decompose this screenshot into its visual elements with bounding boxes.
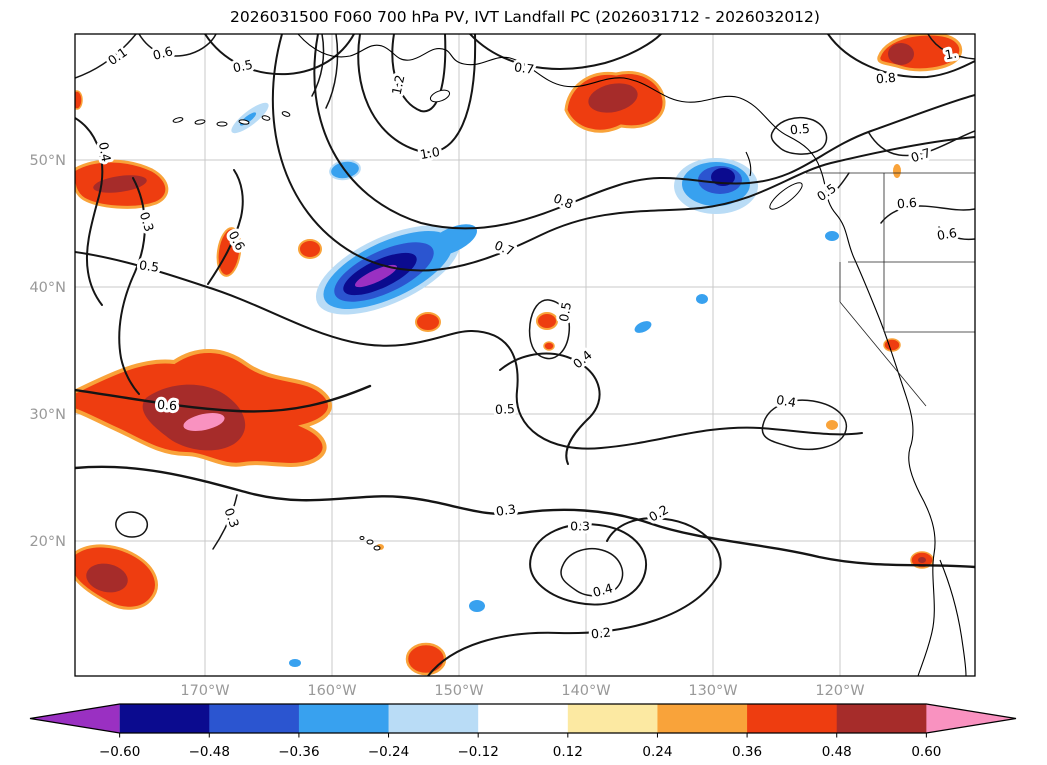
gridlines: [75, 34, 975, 676]
contour-label: 0.4: [570, 347, 595, 371]
positive-anomaly-small: [893, 164, 901, 178]
contour-label: 0.5: [789, 121, 810, 138]
positive-anomaly-small: [298, 239, 322, 259]
contour-lines: [75, 34, 975, 676]
contour-label: 0.3: [495, 501, 517, 519]
plot-frame: [74, 33, 976, 677]
contour-label: 0.5: [556, 301, 574, 323]
positive-anomaly-small: [405, 642, 447, 676]
y-tick-label: 30°N: [29, 407, 66, 423]
positive-anomaly-west: [75, 159, 169, 209]
y-tick-label: 50°N: [29, 153, 66, 169]
contour-label-layer: 0.1 0.60.50.40.30.50.61.21.00.70.80.70.80…: [93, 40, 961, 644]
contour-label: 0.3: [137, 210, 157, 234]
colorbar-segment: [388, 704, 479, 733]
contour-label: 0.1: [105, 44, 130, 68]
positive-anomaly-ne: [877, 34, 963, 72]
contour-label: 0.6: [936, 225, 958, 243]
x-tick-label: 160°W: [307, 683, 356, 699]
colorbar-tick-label: 0.48: [822, 744, 852, 760]
colorbar-tick-label: 0.24: [642, 744, 672, 760]
contour-label: 0.5: [495, 401, 516, 417]
positive-anomaly-small: [75, 90, 83, 110]
contour-label: 0.6: [157, 397, 178, 413]
x-tick-label: 170°W: [180, 683, 229, 699]
colorbar-segment: [657, 704, 748, 733]
coastline: [172, 34, 975, 676]
x-tick-label: 130°W: [688, 683, 737, 699]
x-tick-label: 120°W: [815, 683, 864, 699]
colorbar-tick-labels: −0.60 −0.48 −0.36 −0.24 −0.12 0.12 0.24 0.36 0.4…: [99, 733, 941, 760]
positive-anomaly-small: [536, 312, 558, 330]
haida-gwaii: [745, 151, 752, 177]
colorbar-tick-label: −0.60: [99, 744, 140, 760]
colorbar-arrow-right: [926, 704, 1016, 733]
negative-anomaly-small: [825, 231, 839, 241]
contour-label: 0.5: [232, 57, 255, 76]
colorbar-segment: [836, 704, 927, 733]
colorbar-tick-label: 0.36: [732, 744, 762, 760]
colorbar-segment: [209, 704, 300, 733]
positive-anomaly-goa: [564, 71, 666, 133]
positive-anomaly-small: [216, 227, 242, 277]
colorbar-arrow-left: [30, 704, 120, 733]
y-axis-tick-labels: 50°N 40°N 30°N 20°N: [29, 153, 66, 550]
negative-anomaly-small: [289, 659, 301, 667]
contour-label: 0.4: [591, 580, 614, 600]
colorbar-tick-label: 0.12: [553, 744, 583, 760]
negative-anomaly-main: [315, 224, 477, 315]
colorbar-tick-label: −0.12: [457, 744, 498, 760]
positive-anomaly-small: [543, 341, 555, 351]
colorbar-tick-label: −0.48: [189, 744, 230, 760]
x-tick-label: 150°W: [434, 683, 483, 699]
colorbar-tick-label: −0.24: [368, 744, 409, 760]
contour-label: 1.0: [419, 144, 441, 162]
colorbar-segment: [119, 704, 210, 733]
colorbar-segment: [478, 704, 569, 733]
x-axis-tick-labels: 170°W 160°W 150°W 140°W 130°W 120°W: [180, 683, 864, 699]
y-tick-label: 40°N: [29, 280, 66, 296]
contour-label: 0.5: [138, 257, 160, 275]
positive-anomaly-small: [826, 420, 838, 430]
positive-anomaly-small: [883, 338, 901, 352]
contour-label: 0.7: [513, 59, 535, 77]
chart-title: 2026031500 F060 700 hPa PV, IVT Landfall…: [230, 8, 820, 26]
vancouver-island: [769, 182, 803, 210]
y-tick-label: 20°N: [29, 534, 66, 550]
x-tick-label: 140°W: [561, 683, 610, 699]
colorbar-segment: [747, 704, 838, 733]
hawaiian-islands: [359, 536, 381, 551]
contour-label: 0.6: [896, 195, 917, 212]
colorbar-tick-label: −0.36: [278, 744, 319, 760]
contour-label: 0.3: [221, 506, 242, 530]
positive-anomaly-small: [415, 312, 441, 332]
aleutian-islands: [172, 111, 291, 127]
colorbar-segment: [567, 704, 659, 733]
contour-label: 0.2: [646, 502, 671, 525]
negative-anomaly-small: [469, 600, 485, 612]
colorbar-segment: [298, 704, 390, 733]
colorbar: [29, 703, 1017, 734]
kodiak-island: [429, 89, 451, 103]
positive-anomaly-small: [918, 557, 926, 563]
negative-anomaly-small: [696, 294, 708, 304]
contour-label: 0.6: [151, 43, 174, 63]
contour-label: 0.7: [909, 145, 933, 165]
negative-anomaly-small: [634, 321, 652, 333]
positive-anomaly-sw: [75, 544, 158, 610]
contour-label: 0.5: [814, 180, 839, 204]
contour-label: 0.4: [775, 392, 797, 410]
state-borders: [806, 172, 975, 407]
contour-label: 1.2: [389, 74, 408, 97]
contour-label: 0.2: [590, 625, 611, 642]
contour-label: 0.8: [875, 70, 896, 87]
colorbar-tick-label: 0.60: [911, 744, 941, 760]
contour-label: 0.3: [570, 519, 590, 534]
